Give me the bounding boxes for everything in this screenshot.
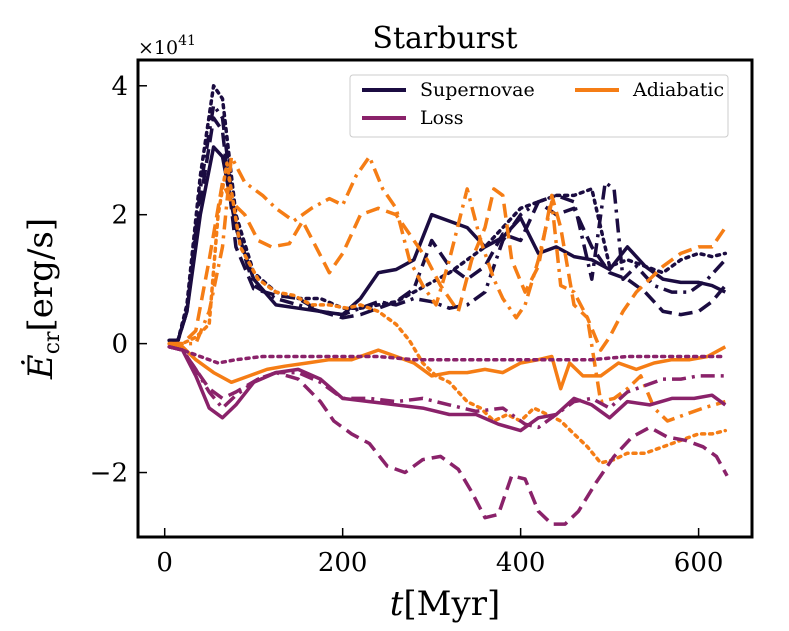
series-adiabatic-solid-line	[169, 345, 727, 391]
y-offset-base: ×10	[138, 37, 178, 59]
x-tick-label: 400	[496, 548, 546, 578]
series-loss-dashdot-line	[168, 345, 726, 430]
x-tick-label: 0	[156, 548, 173, 578]
y-axis-subscript: cr	[40, 331, 65, 354]
x-axis-label: t[Myr]	[390, 584, 500, 624]
legend-label: Adiabatic	[632, 79, 724, 101]
series-loss-dotted-line	[167, 345, 728, 365]
series-supernovae-dotted-line	[167, 84, 728, 343]
x-axis-unit: [Myr]	[403, 584, 500, 624]
chart-title: Starburst	[372, 21, 517, 56]
y-axis-unit: [erg/s]	[21, 218, 61, 332]
legend-label: Loss	[420, 107, 464, 129]
series-loss-solid-line	[168, 345, 727, 433]
y-offset-label: ×1041	[138, 33, 196, 59]
series-adiabatic-dashed-line	[169, 180, 727, 352]
x-axis-variable: t	[390, 584, 404, 624]
y-axis-variable: Ė	[21, 354, 61, 380]
tick-layer: 0 200 400 600 −2 0 2 4	[90, 72, 724, 578]
series-adiabatic-dashdot-line	[169, 154, 726, 423]
y-offset-exponent: 41	[178, 33, 196, 49]
x-tick-label: 600	[674, 548, 724, 578]
y-tick-label: 2	[111, 201, 128, 231]
series-adiabatic-dotted-line	[167, 161, 728, 465]
y-tick-label: 0	[111, 330, 128, 360]
series-layer	[167, 84, 729, 526]
y-tick-label: 4	[111, 72, 128, 102]
plot-frame	[136, 58, 754, 539]
legend-box	[349, 74, 729, 138]
series-supernovae-dashed-line	[169, 116, 727, 343]
legend: Supernovae Adiabatic Loss	[349, 74, 729, 138]
y-tick-label: −2	[90, 459, 128, 489]
series-supernovae-solid-line	[169, 145, 727, 343]
y-axis-label: Ėcr[erg/s]	[21, 218, 65, 380]
series-supernovae-dashdot-line	[169, 103, 727, 343]
x-tick-label: 200	[318, 548, 368, 578]
legend-label: Supernovae	[420, 79, 535, 101]
